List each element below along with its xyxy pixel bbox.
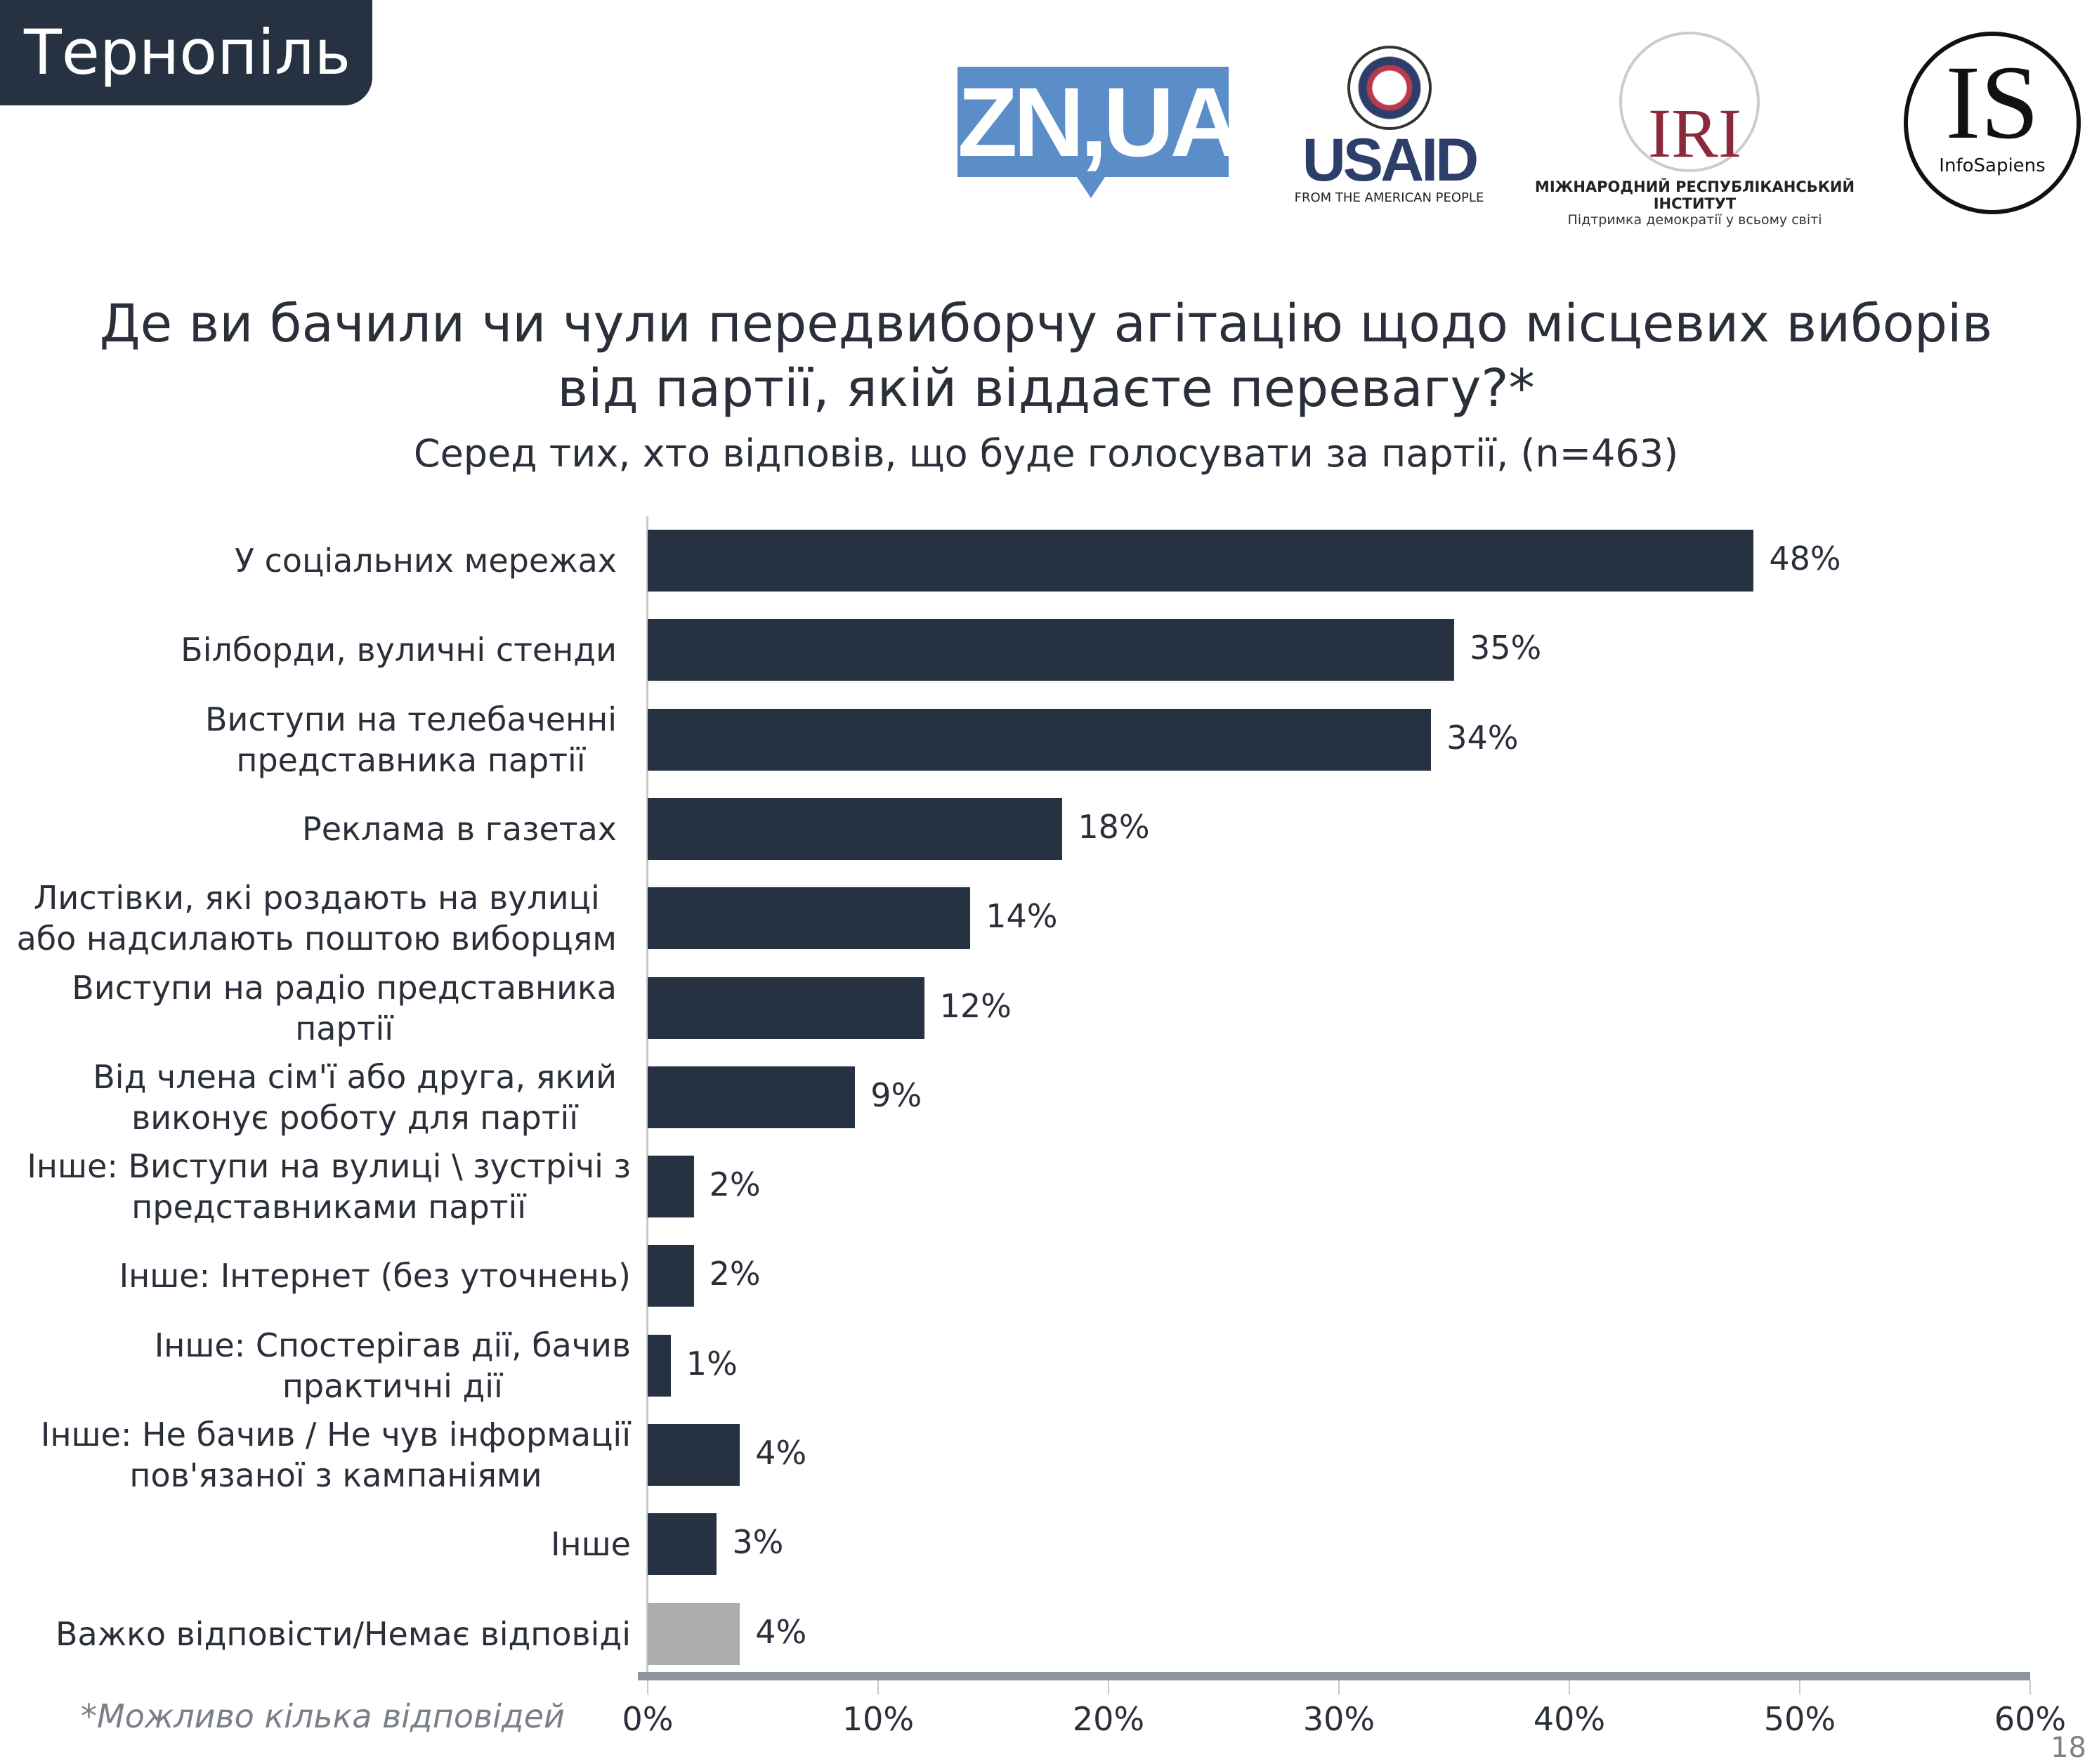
x-tick-mark — [647, 1680, 648, 1694]
category-label-line: Листівки, які роздають на вулиці — [33, 879, 600, 917]
bar — [648, 530, 1754, 592]
data-label: 14% — [986, 897, 1058, 936]
category-label-line: партії — [295, 1009, 394, 1047]
x-tick-label: 20% — [1072, 1700, 1145, 1738]
chart-title-line1: Де ви бачили чи чули передвиборчу агітац… — [99, 294, 1993, 354]
bar — [648, 1334, 671, 1397]
bar — [648, 1156, 694, 1218]
x-tick-mark — [1338, 1680, 1340, 1694]
x-axis-line — [638, 1672, 2030, 1680]
x-tick-label: 10% — [842, 1700, 915, 1738]
category-label-line: Інше — [550, 1525, 631, 1564]
x-tick-mark — [2029, 1680, 2031, 1694]
bar — [648, 887, 971, 950]
x-tick-mark — [877, 1680, 879, 1694]
bar — [648, 1245, 694, 1307]
data-label: 1% — [686, 1344, 738, 1383]
bar — [648, 1066, 856, 1128]
category-label-line: представника партії — [236, 740, 586, 779]
data-label: 3% — [732, 1523, 784, 1562]
category-label: Реклама в газетах — [302, 809, 617, 849]
category-label-line: практичні дії — [282, 1366, 503, 1405]
category-label: Інше: Не бачив / Не чув інформації пов'яз… — [41, 1414, 631, 1496]
category-label-line: У соціальних мережах — [234, 542, 617, 580]
iri-logo: IRI МІЖНАРОДНИЙ РЕСПУБЛІКАНСЬКИЙ ІНСТИТУ… — [1521, 32, 1869, 228]
page-number: 18 — [2051, 1732, 2086, 1764]
usaid-seal-icon — [1347, 46, 1432, 130]
x-tick-mark — [1799, 1680, 1800, 1694]
category-label-line: Реклама в газетах — [302, 809, 617, 848]
infosapiens-logo: IS InfoSapiens — [1904, 32, 2081, 214]
bar — [648, 1513, 717, 1576]
category-label-line: Інше: Виступи на вулиці \ зустрічі з — [27, 1147, 631, 1186]
category-label: Виступи на телебаченні представника парті… — [205, 699, 617, 780]
bar — [648, 1602, 740, 1665]
category-label-line: Інше: Не бачив / Не чув інформації — [40, 1416, 631, 1453]
category-label-line: Інше: Інтернет (без уточнень) — [119, 1257, 631, 1295]
category-label-line: Від члена сім'ї або друга, який — [93, 1057, 617, 1096]
data-label: 12% — [939, 986, 1012, 1025]
category-label: Виступи на радіо представника партії — [72, 967, 617, 1049]
bar — [648, 708, 1432, 771]
bar — [648, 976, 924, 1039]
x-tick-mark — [1569, 1680, 1570, 1694]
category-label: У соціальних мережах — [235, 540, 617, 581]
category-label: Інше: Інтернет (без уточнень) — [119, 1255, 631, 1296]
footnote: *Можливо кілька відповідей — [81, 1697, 565, 1735]
category-label: Інше: Спостерігав дії, бачив практичні ді… — [155, 1325, 631, 1406]
chart-title-line2: від партії, якій віддаєте перевагу?* — [557, 358, 1535, 419]
y-axis-line — [646, 516, 648, 1679]
category-label: Листівки, які роздають на вулиці або надс… — [17, 877, 617, 959]
data-label: 2% — [709, 1165, 761, 1204]
x-tick-label: 30% — [1302, 1700, 1375, 1738]
category-label-line: представниками партії — [131, 1188, 527, 1227]
data-label: 48% — [1769, 540, 1841, 577]
data-label: 35% — [1470, 629, 1542, 667]
x-tick-label: 60% — [1994, 1700, 2067, 1738]
category-label-line: або надсилають поштою виборцям — [16, 920, 617, 958]
data-label: 4% — [755, 1434, 807, 1472]
category-label-line: пов'язаної з кампаніями — [129, 1456, 542, 1494]
globe-icon — [1619, 32, 1760, 172]
category-label: Білборди, вуличні стенди — [181, 629, 617, 670]
data-label: 34% — [1446, 718, 1519, 757]
data-label: 18% — [1078, 807, 1150, 846]
bar — [648, 1424, 740, 1486]
bar — [648, 797, 1063, 860]
x-tick-mark — [1108, 1680, 1109, 1694]
data-label: 9% — [870, 1076, 922, 1114]
category-label-line: Виступи на телебаченні — [204, 700, 617, 738]
category-label-line: Білборди, вуличні стенди — [181, 631, 617, 669]
usaid-logo: USAID FROM THE AMERICAN PEOPLE — [1289, 46, 1489, 218]
category-label: Від члена сім'ї або друга, який виконує р… — [93, 1057, 617, 1138]
category-label: Важко відповісти/Немає відповіді — [55, 1614, 631, 1654]
category-label-line: Важко відповісти/Немає відповіді — [55, 1614, 631, 1653]
data-label: 2% — [709, 1255, 761, 1293]
x-tick-label: 50% — [1763, 1700, 1836, 1738]
bar — [648, 619, 1454, 681]
region-header: Тернопіль — [0, 0, 372, 105]
chart-subtitle: Серед тих, хто відповів, що буде голосув… — [413, 431, 1679, 476]
category-label: Інше: Виступи на вулиці \ зустрічі з пред… — [27, 1146, 631, 1227]
data-label: 4% — [755, 1612, 807, 1651]
category-label-line: виконує роботу для партії — [131, 1098, 579, 1137]
category-label: Інше — [551, 1524, 631, 1564]
category-label-line: Виступи на радіо представника — [72, 968, 617, 1007]
x-tick-label: 0% — [622, 1700, 674, 1738]
znua-logo: ZN,UA — [957, 67, 1241, 198]
category-label-line: Інше: Спостерігав дії, бачив — [154, 1326, 631, 1364]
x-tick-label: 40% — [1533, 1700, 1606, 1738]
